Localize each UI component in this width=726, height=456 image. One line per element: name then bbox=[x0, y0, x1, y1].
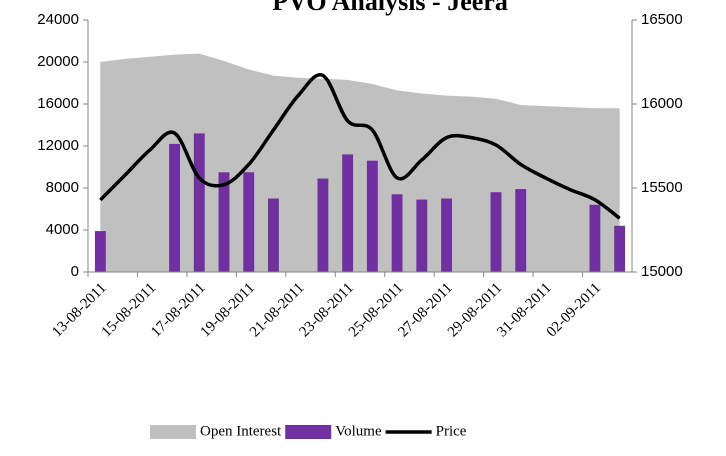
legend-swatch bbox=[285, 425, 332, 439]
y2-tick-label: 15500 bbox=[641, 179, 683, 196]
bar bbox=[94, 231, 106, 272]
bar bbox=[268, 198, 279, 272]
bar bbox=[218, 172, 230, 272]
bar bbox=[366, 160, 378, 272]
legend-label: Open Interest bbox=[200, 423, 282, 439]
bar bbox=[490, 192, 502, 272]
y-tick-label: 0 bbox=[71, 263, 79, 280]
chart-title: PVO Analysis - Jeera bbox=[272, 0, 508, 16]
bar bbox=[342, 154, 354, 272]
legend-swatch bbox=[150, 425, 196, 439]
bar bbox=[317, 178, 329, 272]
bar bbox=[193, 133, 205, 272]
y2-tick-label: 16500 bbox=[641, 11, 683, 28]
line bbox=[99, 73, 621, 220]
legend-label: Price bbox=[436, 423, 467, 439]
y2-tick-label: 16000 bbox=[641, 95, 683, 112]
bar bbox=[589, 204, 601, 272]
y-tick-label: 12000 bbox=[37, 137, 79, 154]
legend-label: Volume bbox=[335, 423, 382, 439]
bar bbox=[614, 225, 626, 272]
y-tick-label: 24000 bbox=[37, 11, 79, 28]
x-tick-label: 02-09-2011 bbox=[544, 280, 604, 340]
bar bbox=[243, 172, 255, 272]
bar bbox=[515, 189, 527, 272]
area bbox=[100, 53, 620, 272]
y2-tick-label: 15000 bbox=[641, 263, 683, 280]
y-tick-label: 4000 bbox=[46, 221, 79, 238]
bar bbox=[416, 199, 428, 272]
bar bbox=[441, 198, 452, 272]
y-tick-label: 20000 bbox=[37, 53, 79, 70]
y-tick-label: 8000 bbox=[46, 179, 79, 196]
y-tick-label: 16000 bbox=[37, 95, 79, 112]
bar bbox=[169, 143, 180, 272]
bar bbox=[391, 194, 403, 272]
